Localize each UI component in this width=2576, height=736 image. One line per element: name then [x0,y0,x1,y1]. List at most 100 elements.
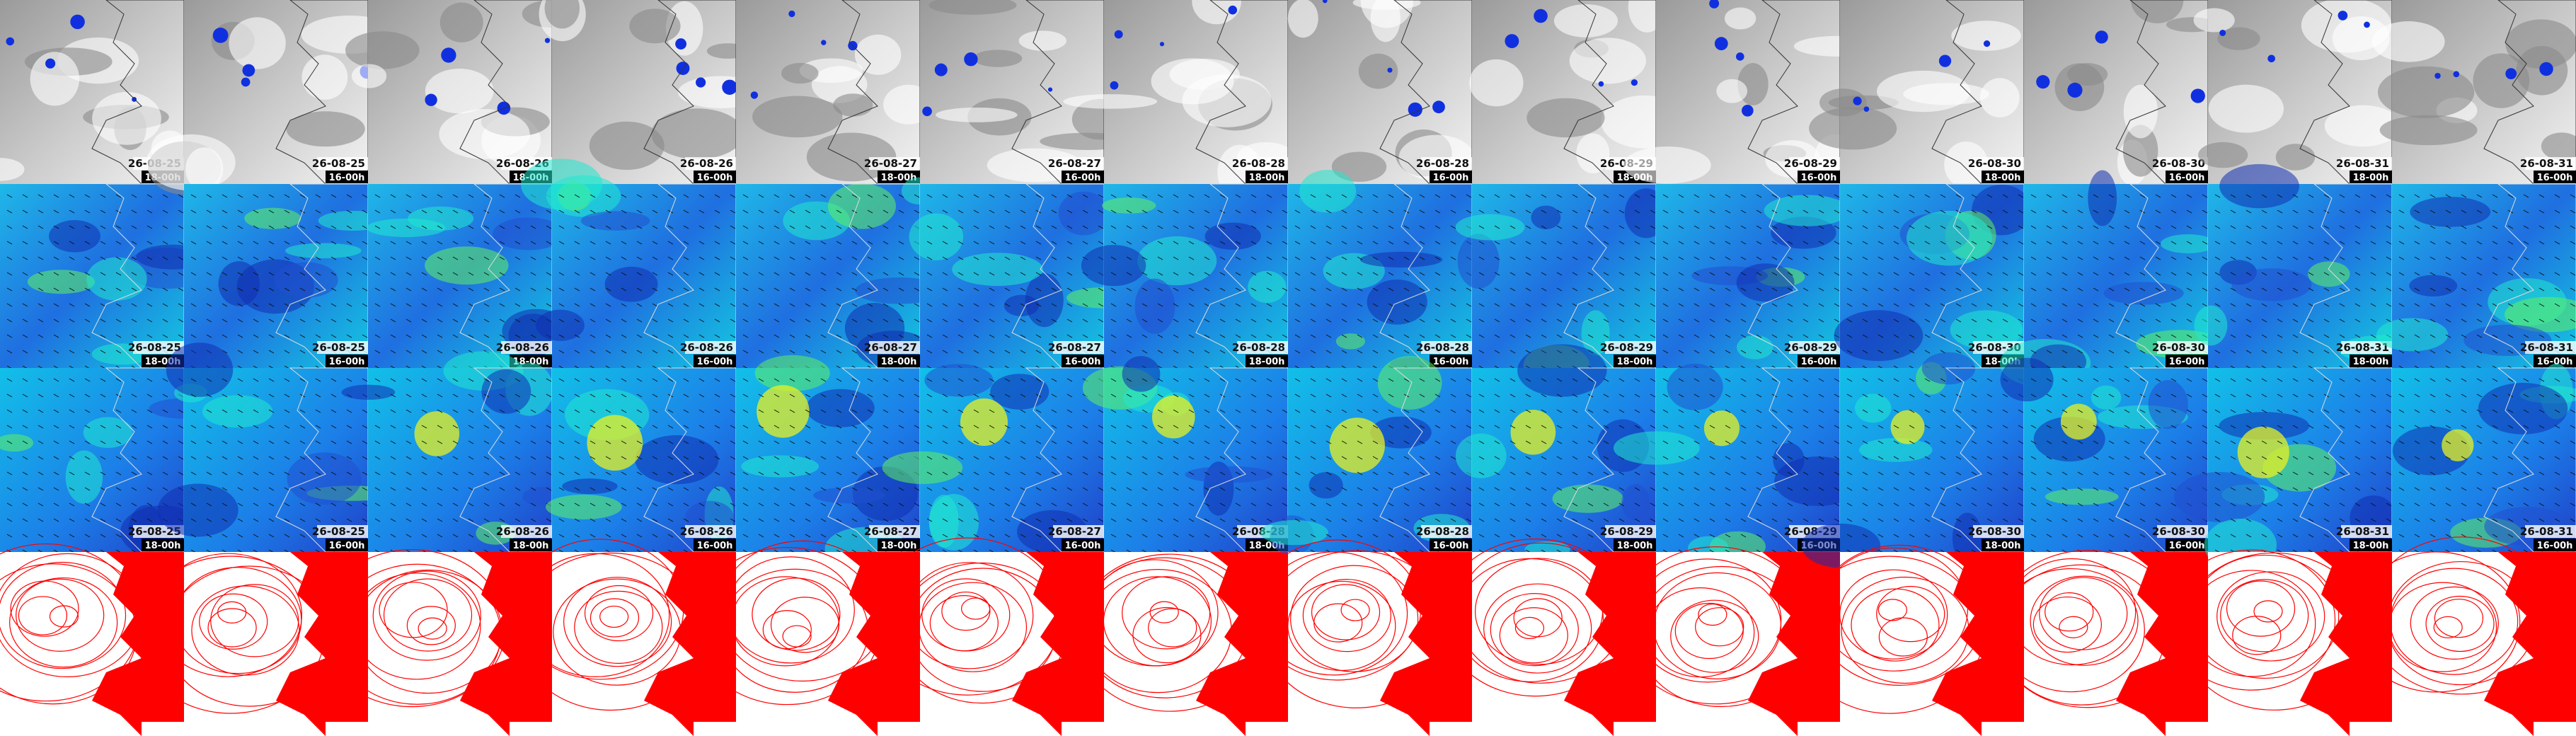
wind-arrow [1541,209,1547,214]
wind-arrow [1294,440,1301,444]
wind-arrow [1357,534,1363,538]
rain [2067,82,2083,98]
wind-arrow [115,350,122,354]
wind-arrow [1834,409,1840,413]
wind-arrow [714,209,720,214]
wind-arrow [1035,256,1042,260]
wind-arrow [2108,241,2115,245]
wind-arrow [1372,440,1379,444]
wind-arrow [973,534,979,538]
wind-arrow [2370,318,2376,323]
wind-arrow [1971,225,1977,229]
wind-arrow [590,378,596,382]
wind-field [520,159,603,210]
wind-arrow [1678,287,1684,292]
wind-arrow [1294,471,1301,476]
wind-arrow [914,487,920,491]
wind-arrow [1603,487,1609,491]
wind-arrow [574,393,580,398]
wind-arrow [1082,456,1088,460]
wind-arrow [2370,241,2376,245]
wind-arrow [730,487,736,491]
wind-arrow [253,487,259,491]
wind-arrow [1494,318,1500,323]
wind-arrow [2186,393,2192,398]
wind-arrow [1572,287,1578,292]
wind-arrow [2155,194,2161,198]
wind-arrow [2230,287,2236,292]
wind-arrow [1603,225,1609,229]
date-label: 26-08-30 [2152,341,2205,354]
wind-arrow [1510,440,1516,444]
wind-arrow [2018,256,2024,260]
wind-arrow [2155,487,2161,491]
time-label: 16-00h [329,173,365,183]
wind-arrow [1893,241,1899,245]
wind-arrow [652,194,658,198]
wind-arrow [851,287,858,292]
cloud [936,107,1018,122]
wind-arrow [178,225,184,229]
wind-arrow [867,409,873,413]
wind-arrow [330,409,337,413]
wind-arrow [2323,487,2330,491]
wind-arrow [2214,334,2221,338]
wind-arrow [38,350,44,354]
wind-arrow [2030,487,2037,491]
wind-arrow [1266,518,1272,522]
wind-arrow [1802,378,1809,382]
wind-arrow [206,409,212,413]
wind-arrow [1771,287,1778,292]
wind-arrow [2093,378,2099,382]
wind-field [928,495,959,548]
wind-arrow [1650,378,1656,382]
wind-arrow [115,534,122,538]
wind-arrow [2230,534,2236,538]
wind-arrow [820,409,827,413]
wind-arrow [2018,303,2024,307]
wind-arrow [2046,241,2052,245]
wind-arrow [2139,378,2146,382]
wind-arrow [390,409,396,413]
wind-arrow [530,241,536,245]
wind-arrow [2538,425,2545,429]
wind-arrow [1556,456,1563,460]
wind-arrow [973,256,979,260]
wind-arrow [1035,287,1042,292]
date-label: 26-08-28 [1416,157,1469,170]
wind-arrow [1173,471,1179,476]
rain [2338,11,2348,21]
wind-arrow [2108,334,2115,338]
wind-field [27,270,96,294]
wind-arrow [2308,393,2314,398]
wind-arrow [514,456,521,460]
wind-arrow [2002,518,2008,522]
wind-arrow [1862,534,1868,538]
wind-arrow [2018,456,2024,460]
wind-arrow [2108,502,2115,507]
time-label: 16-00h [697,541,733,551]
wind-arrow [730,471,736,476]
wind-arrow [1219,534,1226,538]
wind-arrow [2570,272,2576,276]
wind-arrow [468,393,474,398]
isobar [2410,586,2499,660]
wind-arrow [1035,471,1042,476]
wind-arrow [2214,272,2221,276]
wind-arrow [926,241,933,245]
time-label: 16-00h [1065,357,1101,367]
wind-arrow [6,318,13,323]
wind-arrow [1450,518,1456,522]
wind-arrow [1986,487,1993,491]
wind-field [754,355,830,391]
wind-arrow [898,334,904,338]
time-label: 18-00h [1617,541,1653,551]
wind-arrow [53,256,59,260]
wind-arrow [1219,256,1226,260]
cloud [1192,0,1241,25]
wind-arrow [2476,502,2483,507]
wind-arrow [1924,534,1931,538]
wind-arrow [2414,225,2420,229]
wind-arrow [836,272,842,276]
